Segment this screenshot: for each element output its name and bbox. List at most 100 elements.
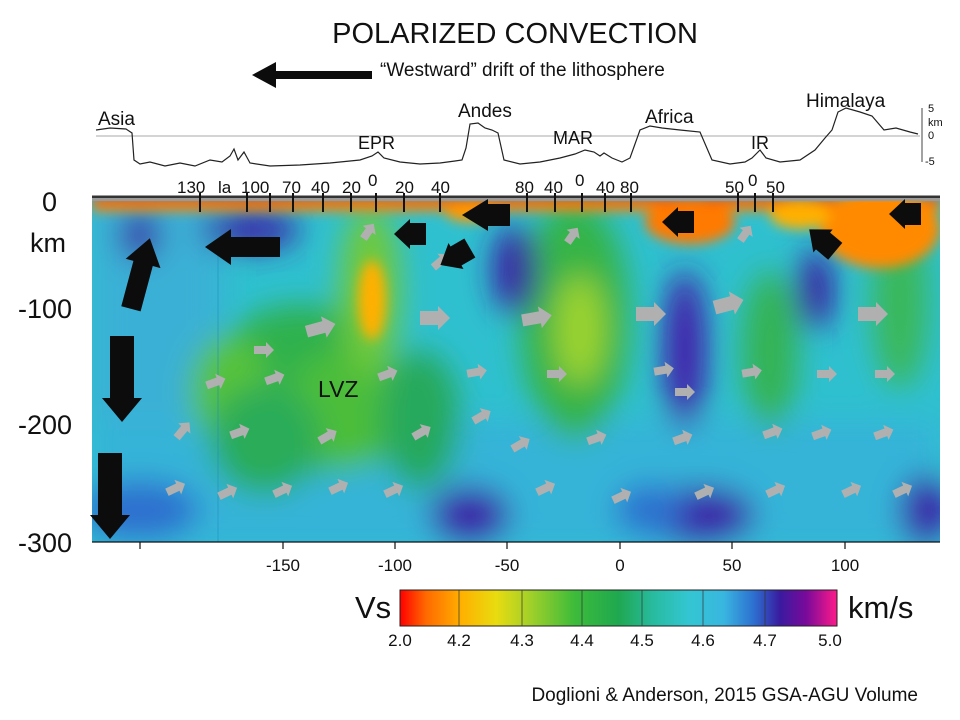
gray-flow-arrow [420,306,450,330]
age-label: la [218,178,232,197]
depth-tick-100: -100 [18,294,72,324]
longitude-labels: -150 -100 -50 0 50 100 [266,556,859,575]
gray-flow-arrow [383,481,404,498]
depth-tick-200: -200 [18,410,72,440]
age-label: 80 [515,178,534,197]
lon-tick-label: 100 [831,556,859,575]
gray-flow-arrow [873,424,894,441]
age-label: 40 [596,178,615,197]
gray-flow-arrow [817,366,837,382]
black-drift-arrow [809,229,843,260]
gray-flow-arrow [510,436,530,453]
depth-unit: km [30,228,66,258]
lvz-label: LVZ [318,376,358,402]
black-drift-arrow [102,336,142,422]
gray-flow-arrow [694,483,715,500]
black-drift-arrow [440,238,476,269]
black-drift-arrow [394,219,426,249]
age-label: 130 [177,178,205,197]
gray-flow-arrow [611,487,632,504]
lon-tick-label: -100 [378,556,412,575]
age-label: 50 [766,178,785,197]
gray-flow-arrow [811,424,832,441]
lon-tick-label: -50 [495,556,520,575]
age-label: 20 [342,178,361,197]
gray-flow-arrow [672,429,693,446]
colorbar-label-unit: km/s [848,590,913,625]
gray-flow-arrow [675,384,695,400]
black-drift-arrow [205,229,280,265]
topo-label-africa: Africa [645,107,694,128]
black-drift-arrow [462,199,510,231]
colorbar-tick: 4.7 [753,631,777,650]
lon-tick-label: 0 [615,556,624,575]
lithosphere-drift-arrows [90,62,921,539]
lon-tick-label: 50 [723,556,742,575]
gray-flow-arrow [765,481,786,498]
lon-tick-label: -150 [266,556,300,575]
credit-line: Doglioni & Anderson, 2015 GSA-AGU Volume [531,685,918,706]
gray-flow-arrow [317,428,337,445]
gray-flow-arrow [712,291,744,315]
gray-flow-arrow [304,316,336,338]
black-drift-arrow [662,207,694,237]
age-label: 0 [575,171,584,190]
gray-flow-arrow [841,481,862,498]
gray-flow-arrow [411,424,431,441]
topo-scale-tick-0: 0 [928,130,934,142]
colorbar-tick: 4.5 [630,631,654,650]
colorbar-label-vs: Vs [355,590,391,625]
gray-flow-arrow [471,408,491,425]
colorbar-tick: 2.0 [388,631,412,650]
topo-label-asia: Asia [98,109,135,130]
gray-flow-arrow [547,366,567,382]
gray-flow-arrow [173,422,191,441]
colorbar-tick: 4.2 [447,631,471,650]
gray-flow-arrow [272,481,293,498]
slide-subtitle: “Westward” drift of the lithosphere [380,60,665,81]
slide-title: POLARIZED CONVECTION [332,18,698,50]
gray-flow-arrow [892,481,913,498]
surface-band [92,195,940,201]
topo-scale-unit: km [928,117,943,129]
colorbar-tick: 4.6 [691,631,715,650]
topo-label-mar: MAR [553,128,593,148]
section-surface-ticks [92,193,940,212]
gray-flow-arrow [741,363,762,380]
colorbar: Vs km/s 2.0 4.2 4.3 4.4 4.5 4.6 4.7 5.0 [355,589,913,650]
gray-flow-arrow [875,366,895,382]
black-drift-arrow [90,453,130,539]
depth-tick-300: -300 [18,528,72,558]
gray-flow-arrow [377,365,398,382]
depth-tick-0: 0 [42,187,57,217]
age-label: 0 [748,171,757,190]
gray-flow-arrow [737,225,753,243]
colorbar-tick: 4.3 [510,631,534,650]
gray-flow-arrow [762,423,783,440]
age-label: 80 [620,178,639,197]
topo-scale-tick-neg5: -5 [925,156,935,168]
gray-flow-arrow [254,342,274,358]
topo-scale-tick-5: 5 [928,103,934,115]
gray-flow-arrow [586,429,607,446]
age-label: 0 [368,171,377,190]
age-label: 50 [725,178,744,197]
age-label: 40 [311,178,330,197]
drift-arrow-subtitle [252,62,372,88]
gray-flow-arrow [205,373,226,390]
black-drift-arrow [121,238,161,312]
gray-flow-arrow [858,302,888,326]
gray-flow-arrow [360,223,376,241]
gray-flow-arrow [264,369,285,386]
gray-flow-arrow [535,479,556,496]
black-drift-arrow [889,199,921,229]
gray-flow-arrow [229,423,250,440]
topo-label-andes: Andes [458,101,512,122]
mantle-flow-arrows [165,223,913,504]
gray-flow-arrow [653,361,674,378]
colorbar-tick: 5.0 [818,631,842,650]
age-label: 40 [544,178,563,197]
topo-scale: 5 km 0 -5 [921,103,943,168]
